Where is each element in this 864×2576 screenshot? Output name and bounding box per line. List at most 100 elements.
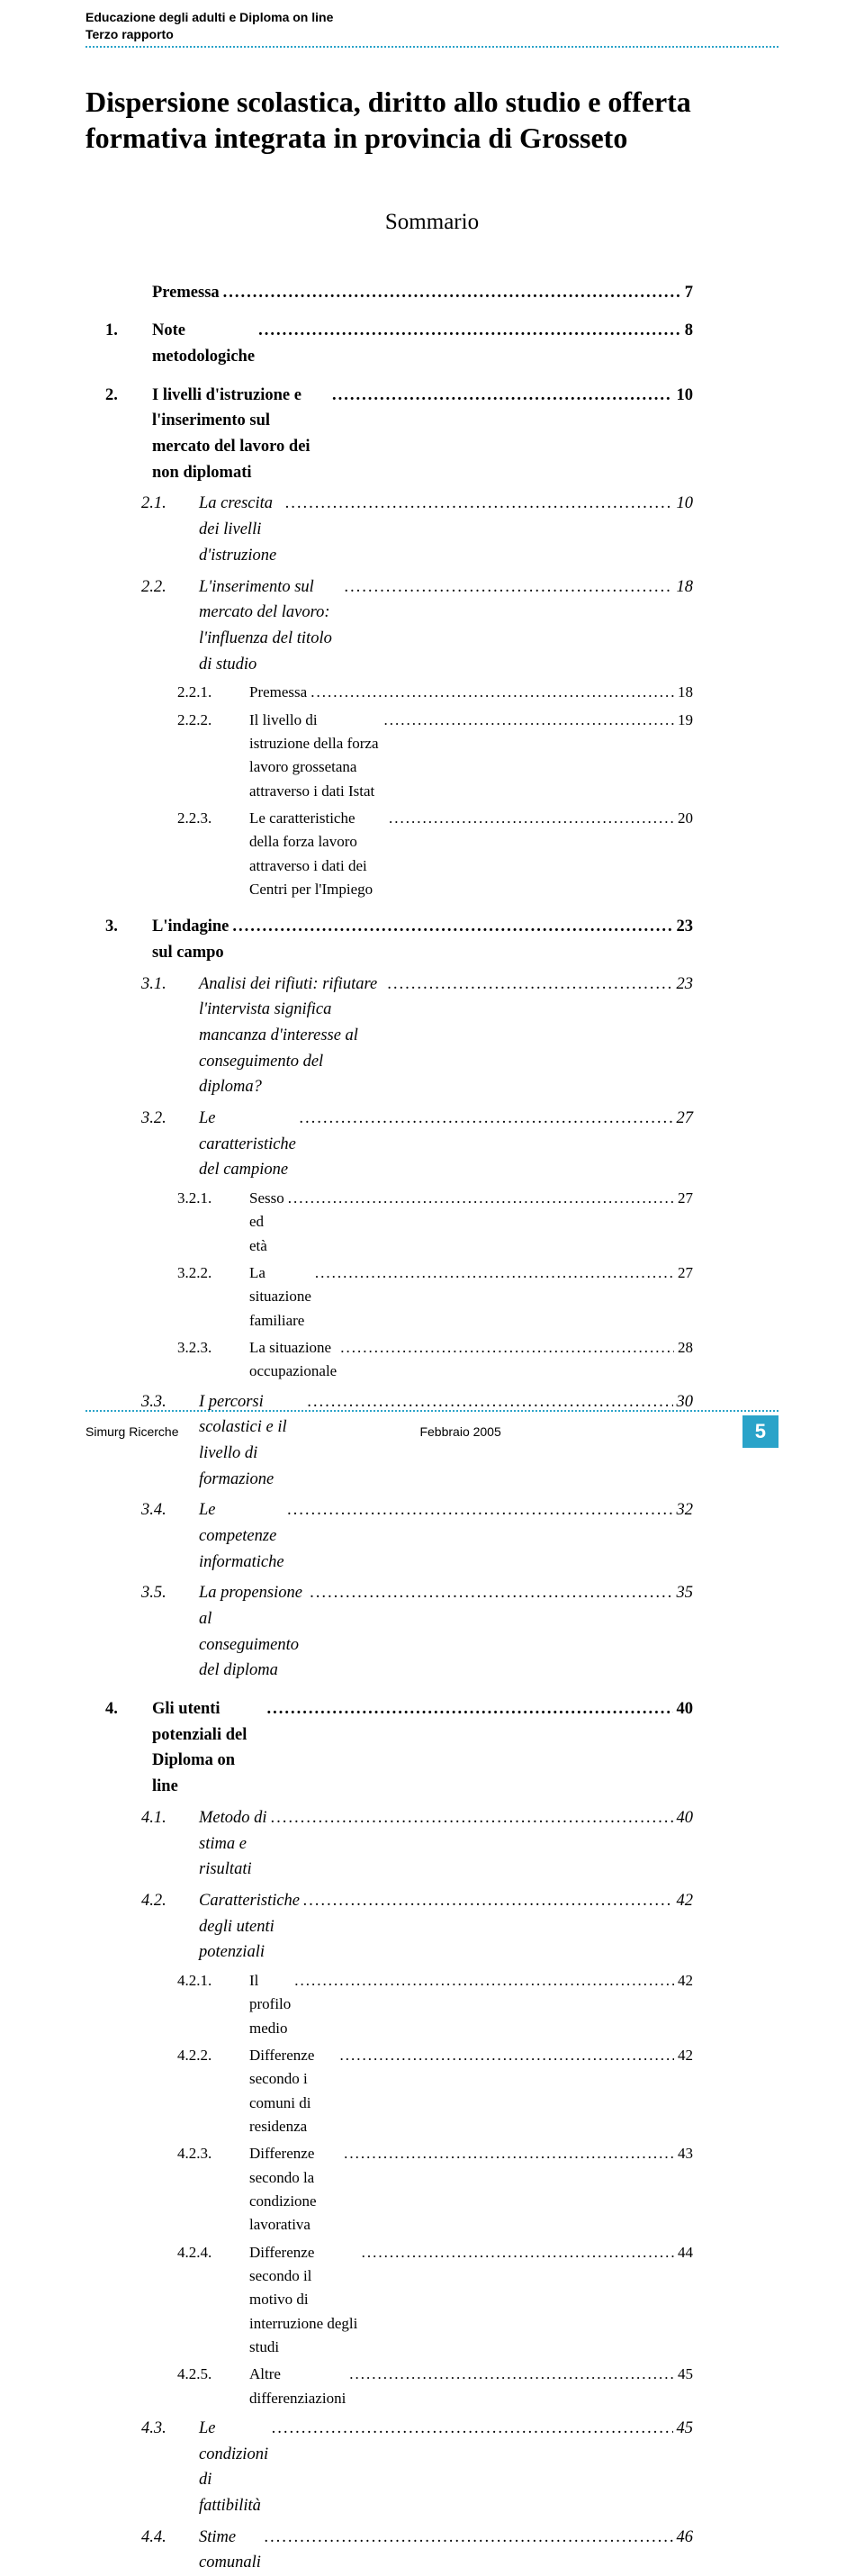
toc-page: 28 [674, 1336, 778, 1360]
toc-entry: 4.Gli utenti potenziali del Diploma on l… [86, 1696, 778, 1800]
toc-entry: 4.2.5.Altre differenziazioni 45 [86, 2363, 778, 2410]
toc-leader [232, 914, 672, 940]
toc-number: 4.2.5. [177, 2363, 249, 2386]
toc-leader [389, 807, 674, 830]
toc-page: 35 [673, 1580, 779, 1606]
toc-entry: 4.1.Metodo di stima e risultati 40 [86, 1805, 778, 1883]
toc-page: 40 [673, 1805, 779, 1831]
toc-page: 20 [674, 807, 778, 830]
toc-number: 4.2.3. [177, 2142, 249, 2165]
toc-number: 3.2. [141, 1106, 199, 1132]
summary-heading: Sommario [86, 210, 778, 235]
page-footer: Simurg Ricerche Febbraio 2005 5 [0, 1410, 864, 1448]
toc-label: Le caratteristiche del campione [199, 1106, 300, 1183]
toc-page: 27 [674, 1187, 778, 1210]
toc-number: 4.1. [141, 1805, 199, 1831]
toc-entry: 4.2.3.Differenze secondo la condizione l… [86, 2142, 778, 2237]
toc-number: 2.1. [141, 491, 199, 517]
toc-label: La propensione al conseguimento del dipl… [199, 1580, 310, 1684]
toc-page: 42 [674, 1969, 778, 1993]
page-content: Educazione degli adulti e Diploma on lin… [0, 0, 864, 2576]
toc-label: I livelli d'istruzione e l'inserimento s… [152, 383, 332, 486]
toc-number: 4.2.4. [177, 2241, 249, 2264]
toc-leader [300, 1106, 673, 1132]
toc-entry: 3.2.3.La situazione occupazionale 28 [86, 1336, 778, 1384]
running-header: Educazione degli adulti e Diploma on lin… [86, 0, 778, 43]
toc-leader [310, 681, 674, 704]
toc-page: 45 [673, 2416, 779, 2442]
footer-row: Simurg Ricerche Febbraio 2005 5 [86, 1415, 778, 1448]
toc-entry: 4.2.2.Differenze secondo i comuni di res… [86, 2044, 778, 2138]
toc-entry: 4.2.Caratteristiche degli utenti potenzi… [86, 1888, 778, 1966]
toc-entry: 3.L'indagine sul campo23 [86, 914, 778, 965]
toc-entry: 1.Note metodologiche8 [86, 318, 778, 369]
toc-leader [340, 1336, 674, 1360]
toc-label: Le competenze informatiche [199, 1497, 288, 1575]
toc-label: La situazione occupazionale [249, 1336, 340, 1384]
toc-entry: 4.2.4.Differenze secondo il motivo di in… [86, 2241, 778, 2360]
toc-leader [223, 280, 681, 306]
toc-label: L'inserimento sul mercato del lavoro: l'… [199, 574, 345, 678]
toc-leader [344, 2142, 674, 2165]
toc-page: 23 [673, 914, 779, 940]
toc-leader [349, 2363, 674, 2386]
toc-number: 2. [105, 383, 152, 409]
header-rule [86, 46, 778, 48]
toc-entry: 2.2.2.Il livello di istruzione della for… [86, 709, 778, 803]
footer-left: Simurg Ricerche [86, 1424, 178, 1439]
toc-number: 2.2.1. [177, 681, 249, 704]
toc-number: 3.4. [141, 1497, 199, 1523]
toc-page: 27 [673, 1106, 779, 1132]
footer-page-number: 5 [742, 1415, 778, 1448]
toc-page: 18 [673, 574, 779, 601]
toc-label: Premessa [249, 681, 310, 704]
toc-number: 3.2.3. [177, 1336, 249, 1360]
toc-number: 4. [105, 1696, 152, 1722]
toc-entry: 4.4.Stime comunali46 [86, 2525, 778, 2576]
toc-label: Analisi dei rifiuti: rifiutare l'intervi… [199, 972, 388, 1100]
toc-number: 4.2. [141, 1888, 199, 1914]
toc-page: 19 [674, 709, 778, 732]
toc-number: 1. [105, 318, 152, 344]
toc-page: 7 [681, 280, 778, 306]
toc-leader [315, 1261, 674, 1285]
toc-entry: 2.2.L'inserimento sul mercato del lavoro… [86, 574, 778, 678]
footer-rule [86, 1410, 778, 1412]
toc-number: 2.2. [141, 574, 199, 601]
toc-page: 40 [673, 1696, 779, 1722]
toc-label: Differenze secondo i comuni di residenza [249, 2044, 339, 2138]
toc-number: 2.2.3. [177, 807, 249, 830]
toc-leader [345, 574, 673, 601]
toc-entry: 2.2.3.Le caratteristiche della forza lav… [86, 807, 778, 901]
toc-page: 45 [674, 2363, 778, 2386]
toc-page: 18 [674, 681, 778, 704]
toc-entry: 2.1.La crescita dei livelli d'istruzione… [86, 491, 778, 568]
toc-label: Le condizioni di fattibilità [199, 2416, 272, 2519]
footer-center: Febbraio 2005 [178, 1424, 742, 1439]
toc-label: Differenze secondo il motivo di interruz… [249, 2241, 362, 2360]
toc-entry: 3.2.1.Sesso ed età27 [86, 1187, 778, 1258]
toc-page: 8 [681, 318, 778, 344]
header-line-1: Educazione degli adulti e Diploma on lin… [86, 9, 778, 26]
toc-leader [265, 2525, 673, 2551]
toc-number: 4.4. [141, 2525, 199, 2551]
toc-label: La crescita dei livelli d'istruzione [199, 491, 285, 568]
toc-page: 10 [673, 491, 779, 517]
toc-label: Altre differenziazioni [249, 2363, 349, 2410]
toc-leader [288, 1497, 673, 1523]
toc-number: 4.3. [141, 2416, 199, 2442]
toc-entry: 3.4.Le competenze informatiche 32 [86, 1497, 778, 1575]
toc-page: 43 [674, 2142, 778, 2165]
toc-page: 10 [672, 383, 778, 409]
toc-leader [266, 1696, 672, 1722]
toc-label: Metodo di stima e risultati [199, 1805, 271, 1883]
toc-leader [339, 2044, 674, 2067]
toc-number: 3. [105, 914, 152, 940]
toc-leader [388, 972, 673, 998]
toc-entry: 3.1.Analisi dei rifiuti: rifiutare l'int… [86, 972, 778, 1100]
toc-number: 3.2.1. [177, 1187, 249, 1210]
toc-page: 44 [674, 2241, 778, 2264]
toc-entry: 4.3.Le condizioni di fattibilità 45 [86, 2416, 778, 2519]
toc-leader [303, 1888, 672, 1914]
toc-page: 32 [673, 1497, 779, 1523]
